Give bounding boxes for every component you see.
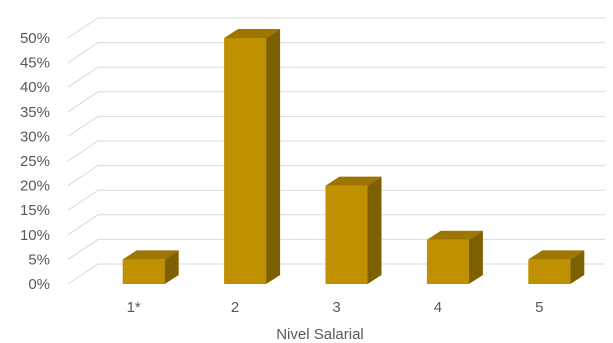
gridline [67, 140, 605, 162]
bar-side [164, 250, 179, 284]
bar-front [122, 259, 165, 284]
x-axis-label: Nivel Salarial [276, 326, 364, 343]
bar-front [224, 38, 267, 284]
x-tick-label: 1* [127, 299, 141, 316]
bar [528, 250, 585, 284]
gridline [67, 214, 605, 236]
bar [224, 29, 281, 284]
y-tick-label: 25% [20, 153, 50, 170]
gridline [67, 66, 605, 88]
bar-side [266, 29, 281, 284]
x-axis-ticks: 1* 2 3 4 5 [127, 299, 544, 316]
y-tick-label: 50% [20, 30, 50, 47]
y-tick-label: 15% [20, 202, 50, 219]
bar-top [528, 250, 585, 260]
gridline [67, 165, 605, 187]
gridline [67, 189, 605, 211]
x-tick-label: 4 [434, 299, 442, 316]
bar-front [426, 239, 469, 284]
y-tick-label: 40% [20, 79, 50, 96]
bar-side [570, 250, 585, 284]
bar-side [468, 230, 483, 284]
bar-side [367, 176, 382, 284]
bar-top [325, 176, 382, 186]
bar-top [224, 29, 281, 38]
bar [426, 230, 483, 284]
x-tick-label: 2 [231, 299, 239, 316]
bars [122, 29, 585, 284]
y-tick-label: 30% [20, 128, 50, 145]
y-tick-label: 45% [20, 55, 50, 72]
gridline [67, 42, 605, 64]
bar-top [122, 250, 179, 260]
y-tick-label: 35% [20, 104, 50, 121]
y-tick-label: 0% [28, 276, 50, 293]
x-tick-label: 5 [535, 299, 543, 316]
bar [122, 250, 179, 284]
gridlines [67, 17, 605, 285]
bar-top [426, 230, 483, 240]
y-tick-label: 20% [20, 178, 50, 195]
y-tick-label: 10% [20, 227, 50, 244]
y-tick-label: 5% [28, 251, 50, 268]
bar-front [325, 185, 368, 284]
gridline [67, 17, 605, 39]
bar [325, 176, 382, 284]
gridline [67, 91, 605, 113]
gridline [67, 115, 605, 137]
x-tick-label: 3 [332, 299, 340, 316]
y-axis-ticks: 0% 5% 10% 15% 20% 25% 30% 35% 40% 45% 50% [20, 30, 50, 293]
bar-front [528, 259, 571, 284]
